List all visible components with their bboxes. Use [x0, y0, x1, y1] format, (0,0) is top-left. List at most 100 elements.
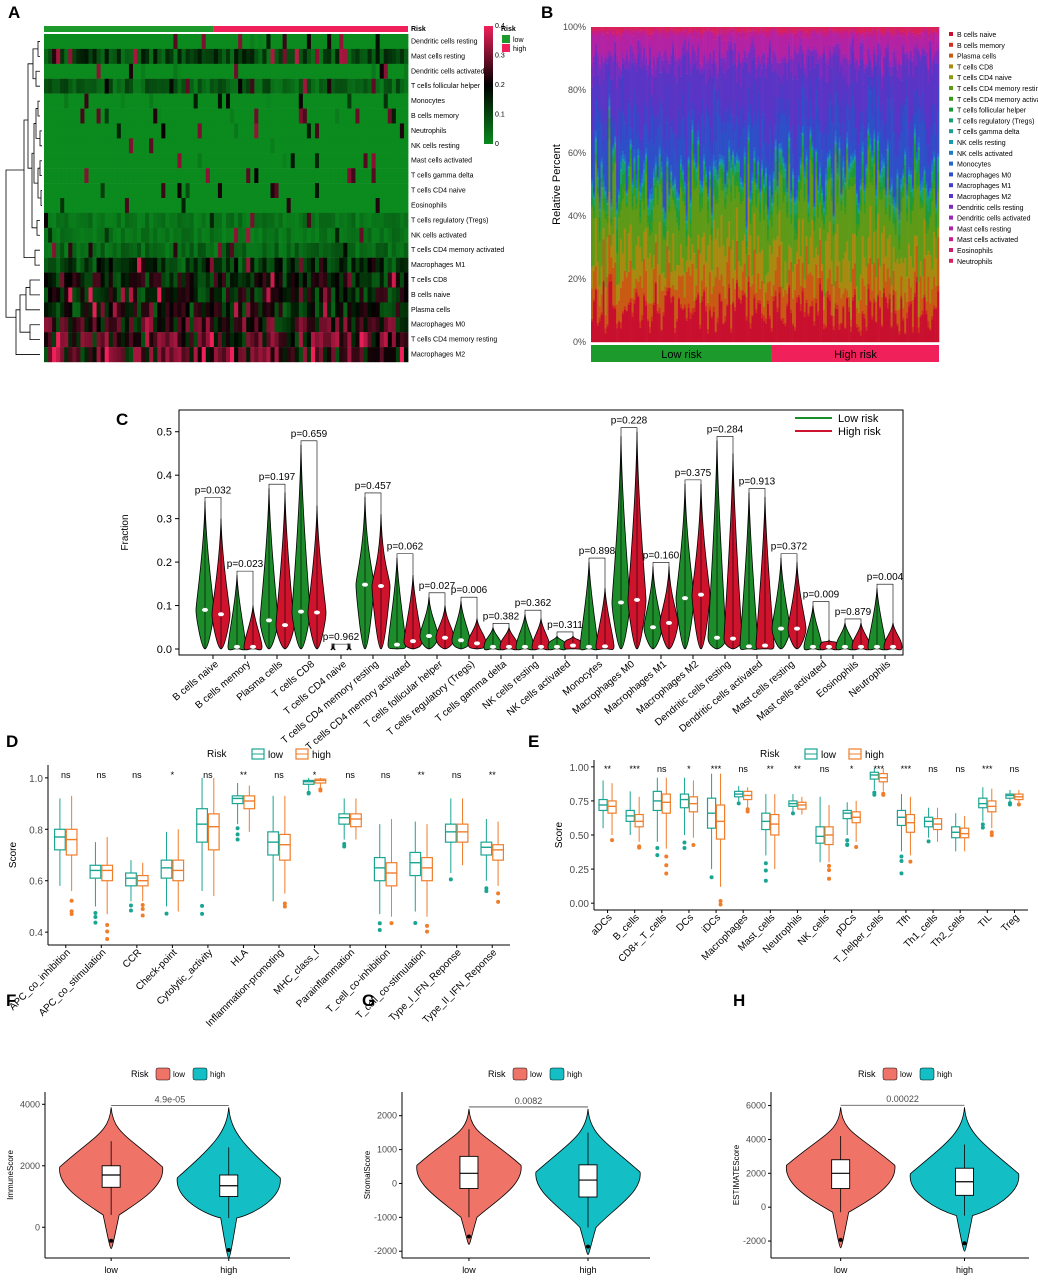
stacked-bar-segment: [736, 160, 739, 163]
stacked-bar-segment: [734, 27, 737, 30]
stacked-bar-segment: [600, 266, 603, 295]
heatmap-cell: [205, 123, 211, 139]
stacked-bar-segment: [678, 225, 681, 231]
heatmap-cell: [64, 332, 69, 348]
stacked-bar-segment: [633, 54, 636, 59]
stacked-bar-segment: [610, 79, 613, 123]
heatmap-cell: [230, 183, 235, 199]
stacked-bar-segment: [703, 264, 706, 290]
heatmap-row-label: B cells memory: [411, 113, 459, 120]
stacked-bar-segment: [641, 69, 644, 139]
stacked-bar-segment: [635, 27, 638, 30]
stacked-bar-segment: [795, 168, 799, 190]
stacked-bar-segment: [594, 44, 598, 53]
stacked-bar-segment: [687, 166, 690, 173]
stacked-bar-segment: [620, 168, 623, 171]
stacked-bar-segment: [795, 38, 799, 54]
heatmap-cell: [270, 302, 275, 318]
stacked-bar-segment: [823, 211, 826, 216]
heatmap-cell: [339, 242, 344, 258]
stacked-bar-segment: [656, 114, 659, 129]
heatmap-cell: [234, 212, 239, 229]
stacked-bar-segment: [676, 188, 679, 193]
stacked-bar-segment: [846, 159, 849, 242]
stacked-bar-segment: [705, 305, 708, 312]
heatmap-cell: [201, 48, 207, 65]
stacked-bar-segment: [828, 27, 832, 29]
stacked-bar-segment: [678, 297, 681, 300]
heatmap-cell: [68, 168, 73, 184]
heatmap-cell: [149, 332, 154, 348]
heatmap-row-label: Mast cells resting: [411, 53, 465, 60]
stacked-bar-segment: [838, 166, 841, 176]
heatmap-cell: [157, 302, 162, 318]
stacked-bar-segment: [726, 27, 729, 31]
stacked-bar-segment: [649, 27, 652, 34]
heatmap-cell: [278, 108, 284, 124]
stacked-bar-segment: [691, 37, 694, 43]
heatmap-cell: [391, 48, 397, 65]
stacked-bar-segment: [794, 176, 797, 198]
stacked-bar-segment: [805, 149, 808, 156]
stacked-bar-segment: [670, 183, 673, 189]
stacked-bar-segment: [790, 247, 793, 249]
stacked-bar-segment: [716, 78, 719, 91]
stacked-bar-segment: [776, 187, 779, 190]
stacked-bar-segment: [813, 297, 816, 321]
stacked-bar-segment: [714, 331, 717, 333]
heatmap-cell: [177, 212, 182, 229]
stacked-bar-segment: [610, 245, 613, 246]
heatmap-cell: [189, 212, 195, 229]
stacked-bar-segment: [830, 173, 833, 179]
heatmap-cell: [234, 153, 239, 169]
stacked-bar-segment: [751, 123, 754, 128]
heatmap-cell: [108, 198, 114, 214]
stacked-bar-segment: [842, 170, 845, 181]
stacked-bar-segment: [695, 285, 698, 298]
heatmap-cell: [359, 183, 364, 199]
stacked-bar-segment: [695, 38, 698, 55]
stacked-bar-segment: [813, 119, 816, 148]
stacked-bar-segment: [685, 246, 688, 261]
stacked-bar-segment: [805, 125, 808, 150]
stacked-bar-segment: [778, 211, 781, 246]
panel-label-f: F: [6, 991, 16, 1010]
heatmap-cell: [262, 242, 267, 258]
stacked-bar-segment: [679, 138, 683, 156]
stacked-bar-segment: [761, 55, 764, 69]
heatmap-cell: [270, 78, 275, 94]
heatmap-cell: [80, 34, 85, 50]
heatmap-cell: [339, 302, 344, 318]
stacked-bar-segment: [668, 250, 671, 264]
heatmap-cell: [52, 63, 57, 79]
stacked-bar-segment: [797, 29, 801, 30]
heatmap-cell: [306, 198, 312, 214]
stacked-bar-segment: [616, 285, 619, 286]
heatmap-cell: [181, 347, 186, 363]
stacked-bar-segment: [724, 186, 727, 190]
heatmap-cell: [116, 302, 122, 318]
stacked-bar-segment: [722, 163, 725, 165]
stacked-bar-segment: [761, 31, 764, 36]
heatmap-cell: [294, 48, 300, 65]
stacked-bar-segment: [681, 257, 685, 276]
stacked-bar-segment: [842, 53, 845, 58]
heatmap-cell: [262, 212, 267, 229]
heatmap-cell: [185, 108, 190, 124]
heatmap-cell: [48, 242, 53, 258]
heatmap-cell: [68, 34, 73, 50]
stacked-bar-segment: [823, 50, 826, 55]
heatmap-cell: [270, 287, 275, 303]
heatmap-cell: [395, 198, 401, 214]
stacked-bar-segment: [724, 298, 727, 317]
heatmap-cell: [84, 242, 89, 258]
stacked-bar-segment: [683, 304, 687, 309]
stacked-bar-segment: [799, 68, 803, 126]
heatmap-row-label: T cells regulatory (Tregs): [411, 217, 488, 224]
heatmap-cell: [395, 302, 401, 318]
stacked-bar-segment: [712, 286, 716, 307]
heatmap-cell: [64, 183, 69, 199]
stacked-bar-segment: [770, 202, 774, 205]
heatmap-cell: [363, 34, 368, 50]
stacked-bar-segment: [821, 193, 824, 195]
